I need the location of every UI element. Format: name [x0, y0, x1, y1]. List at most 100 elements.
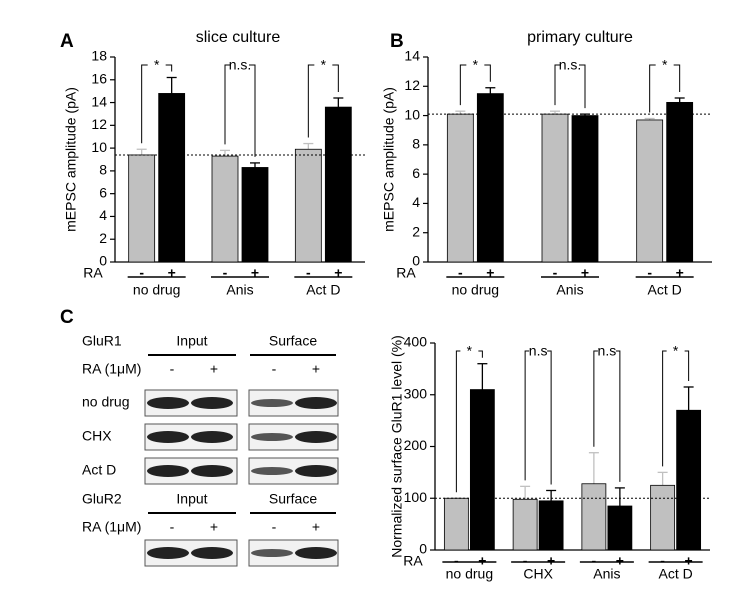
blot-band: [251, 467, 293, 475]
y-tick-label: 18: [91, 48, 107, 64]
significance-bracket: [455, 350, 483, 493]
row-label: Act D: [82, 462, 116, 478]
significance-label: *: [154, 57, 160, 73]
treatment-sign: -: [272, 361, 277, 377]
factor-level: +: [581, 265, 589, 281]
factor-level: +: [547, 553, 555, 569]
y-tick-label: 0: [412, 253, 420, 269]
blot-header: Input: [176, 491, 207, 507]
significance-label: *: [473, 57, 479, 73]
treatment-sign: -: [272, 519, 277, 535]
bar: [571, 115, 599, 263]
factor-level: +: [168, 265, 176, 281]
blot-band: [251, 549, 293, 557]
x-tick-label: no drug: [133, 282, 180, 298]
treatment-sign: +: [312, 519, 320, 535]
factor-level: -: [458, 265, 463, 281]
factor-level: +: [334, 265, 342, 281]
bar: [538, 500, 564, 551]
factor-level: +: [616, 553, 624, 569]
blot-header: Surface: [269, 333, 317, 349]
y-tick-label: 16: [91, 70, 107, 86]
factor-level: -: [139, 265, 144, 281]
significance-bracket: [593, 350, 621, 482]
blot-band: [147, 547, 189, 559]
treatment-sign: +: [210, 519, 218, 535]
bar: [469, 389, 495, 551]
factor-level: +: [676, 265, 684, 281]
blot-band: [295, 431, 337, 443]
blot-band: [147, 465, 189, 477]
significance-label: *: [673, 343, 679, 359]
x-tick-label: Anis: [226, 282, 253, 298]
row-label: no drug: [82, 394, 129, 410]
factor-level: -: [660, 553, 665, 569]
factor-level: +: [486, 265, 494, 281]
y-axis-label: mEPSC amplitude (pA): [63, 87, 79, 232]
bar: [636, 119, 664, 263]
factor-label: RA: [396, 265, 416, 281]
significance-bracket: [554, 64, 586, 109]
y-tick-label: 14: [404, 48, 420, 64]
blot-header: Input: [176, 333, 207, 349]
x-tick-label: Act D: [659, 566, 693, 582]
y-tick-label: 6: [99, 184, 107, 200]
bar: [446, 113, 474, 263]
factor-level: +: [251, 265, 259, 281]
y-tick-label: 2: [99, 230, 107, 246]
bar: [666, 101, 694, 263]
significance-label: n.s.: [229, 57, 252, 73]
factor-level: -: [223, 265, 228, 281]
factor-level: +: [685, 553, 693, 569]
y-tick-label: 100: [404, 489, 428, 505]
chart-title: primary culture: [527, 29, 633, 46]
bar: [581, 483, 607, 551]
x-tick-label: Anis: [556, 282, 583, 298]
y-tick-label: 4: [412, 194, 420, 210]
treatment-sign: +: [210, 361, 218, 377]
bar: [294, 148, 322, 263]
bar: [476, 93, 504, 263]
y-tick-label: 400: [404, 334, 428, 350]
significance-label: *: [662, 57, 668, 73]
bar: [324, 106, 352, 263]
panel-letter: B: [390, 31, 404, 52]
significance-label: *: [467, 343, 473, 359]
x-tick-label: Act D: [306, 282, 340, 298]
y-tick-label: 2: [412, 223, 420, 239]
bar: [158, 93, 186, 263]
y-tick-label: 0: [99, 253, 107, 269]
significance-bracket: [307, 64, 339, 138]
y-axis-label: Normalized surface GluR1 level (%): [389, 335, 405, 558]
blot-header: Surface: [269, 491, 317, 507]
significance-label: n.s: [529, 343, 548, 359]
treatment-sign: +: [312, 361, 320, 377]
x-tick-label: Anis: [593, 566, 620, 582]
bar: [512, 498, 538, 551]
bar: [541, 113, 569, 263]
significance-bracket: [649, 64, 681, 113]
x-tick-label: Act D: [648, 282, 682, 298]
y-axis-label: mEPSC amplitude (pA): [381, 87, 397, 232]
factor-level: -: [306, 265, 311, 281]
significance-bracket: [141, 64, 173, 144]
chart-title: slice culture: [196, 29, 281, 46]
factor-level: -: [553, 265, 558, 281]
treatment-sign: -: [170, 519, 175, 535]
bar: [211, 155, 239, 263]
blot-band: [295, 397, 337, 409]
blot-band: [147, 397, 189, 409]
y-tick-label: 8: [99, 162, 107, 178]
x-tick-label: no drug: [452, 282, 499, 298]
significance-label: n.s: [598, 343, 617, 359]
factor-level: -: [592, 553, 597, 569]
significance-bracket: [662, 350, 690, 467]
blot-band: [295, 547, 337, 559]
factor-level: -: [523, 553, 528, 569]
treatment-label: RA (1μM): [82, 519, 141, 535]
blot-band: [295, 465, 337, 477]
significance-label: n.s.: [559, 57, 582, 73]
y-tick-label: 8: [412, 136, 420, 152]
blot-band: [147, 431, 189, 443]
